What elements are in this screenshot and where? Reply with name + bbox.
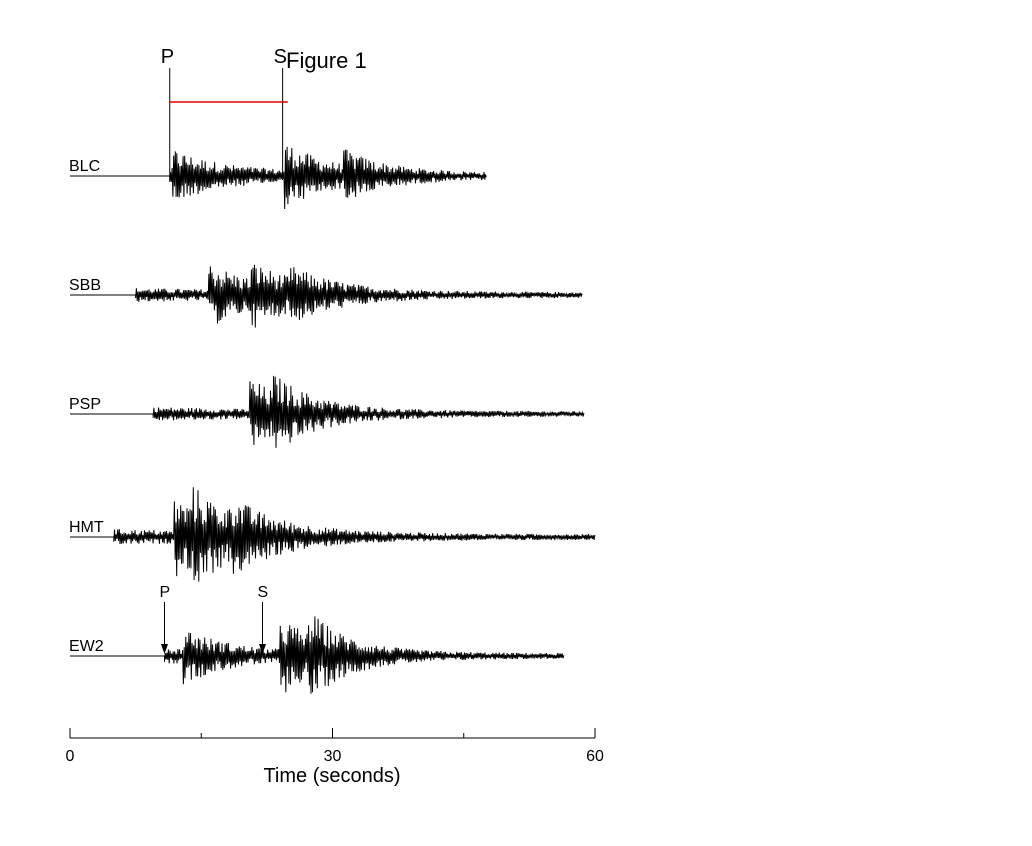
trace-psp <box>70 375 585 448</box>
pick-label-s-blc: S <box>274 46 287 68</box>
seismogram-traces <box>70 146 596 694</box>
x-tick-label: 0 <box>66 748 75 765</box>
x-axis-label: Time (seconds) <box>263 765 400 787</box>
trace-label-sbb: SBB <box>69 277 101 294</box>
figure-title: Figure 1 <box>286 48 367 73</box>
pick-label-p-ew2: P <box>160 584 171 601</box>
pick-arrowhead-p-ew2 <box>161 644 168 654</box>
trace-ew2 <box>70 616 565 694</box>
trace-label-ew2: EW2 <box>69 638 104 655</box>
pick-label-p-blc: P <box>161 46 174 68</box>
trace-sbb <box>70 264 583 328</box>
x-axis: 0 30 60 <box>66 728 604 765</box>
x-tick-label: 30 <box>324 748 342 765</box>
trace-label-hmt: HMT <box>69 519 104 536</box>
trace-label-blc: BLC <box>69 158 100 175</box>
pick-label-s-ew2: S <box>258 584 269 601</box>
pick-arrowhead-s-ew2 <box>259 644 266 654</box>
trace-label-psp: PSP <box>69 396 101 413</box>
trace-blc <box>70 146 487 210</box>
trace-hmt <box>70 487 596 582</box>
phase-picks: P S P S <box>160 46 288 654</box>
trace-labels: BLC SBB PSP HMT EW2 <box>69 158 104 655</box>
x-tick-label: 60 <box>586 748 604 765</box>
